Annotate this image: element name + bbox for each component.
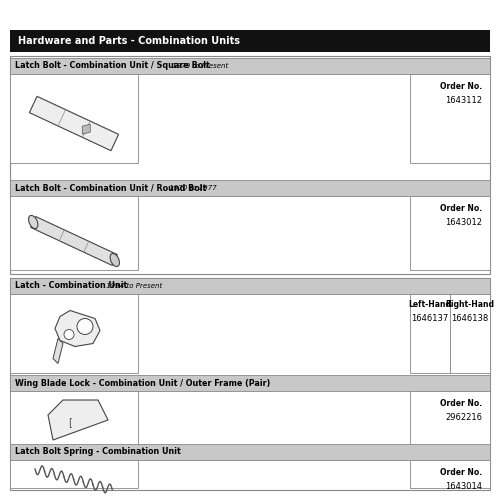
- Bar: [10, 444, 490, 460]
- Text: Right-Hand: Right-Hand: [446, 300, 494, 309]
- Bar: [410, 294, 450, 373]
- Bar: [10, 196, 138, 270]
- Text: Order No.: Order No.: [440, 399, 482, 408]
- Text: 1646138: 1646138: [452, 314, 488, 323]
- Text: Order No.: Order No.: [440, 82, 482, 91]
- Text: 1970 to 1977: 1970 to 1977: [167, 185, 217, 191]
- Bar: [410, 74, 490, 163]
- Bar: [10, 56, 490, 274]
- Bar: [10, 375, 490, 391]
- Bar: [10, 58, 490, 74]
- Bar: [10, 460, 138, 488]
- Bar: [10, 278, 490, 294]
- Bar: [10, 391, 138, 445]
- Text: Wing Blade Lock - Combination Unit / Outer Frame (Pair): Wing Blade Lock - Combination Unit / Out…: [15, 378, 270, 388]
- Bar: [10, 180, 490, 196]
- Bar: [410, 196, 490, 270]
- Ellipse shape: [28, 216, 38, 228]
- Bar: [450, 294, 490, 373]
- Text: 1994 to Present: 1994 to Present: [104, 283, 162, 289]
- Text: 2962216: 2962216: [445, 413, 482, 422]
- Text: 1643014: 1643014: [445, 482, 482, 491]
- Ellipse shape: [110, 254, 120, 266]
- Bar: [10, 30, 490, 52]
- Bar: [410, 460, 490, 488]
- Circle shape: [77, 318, 93, 334]
- Polygon shape: [30, 216, 118, 266]
- Bar: [410, 391, 490, 445]
- Text: Order No.: Order No.: [440, 468, 482, 477]
- Text: Order No.: Order No.: [440, 204, 482, 213]
- Circle shape: [64, 330, 74, 340]
- Text: [: [: [68, 417, 72, 427]
- Bar: [10, 294, 138, 373]
- Polygon shape: [30, 96, 118, 150]
- Text: Latch Bolt Spring - Combination Unit: Latch Bolt Spring - Combination Unit: [15, 448, 181, 456]
- Polygon shape: [48, 400, 108, 440]
- Text: 1643012: 1643012: [445, 218, 482, 227]
- Polygon shape: [53, 338, 63, 363]
- Text: 1979 to Present: 1979 to Present: [170, 63, 229, 69]
- Text: Latch - Combination Unit: Latch - Combination Unit: [15, 282, 127, 290]
- Text: 1646137: 1646137: [412, 314, 449, 323]
- Polygon shape: [82, 124, 90, 134]
- Bar: [10, 278, 490, 490]
- Text: 1643112: 1643112: [445, 96, 482, 105]
- Text: Latch Bolt - Combination Unit / Round Bolt: Latch Bolt - Combination Unit / Round Bo…: [15, 184, 206, 192]
- Text: Hardware and Parts - Combination Units: Hardware and Parts - Combination Units: [18, 36, 240, 46]
- Bar: [10, 74, 138, 163]
- Text: Left-Hand: Left-Hand: [408, 300, 452, 309]
- Text: Latch Bolt - Combination Unit / Square Bolt: Latch Bolt - Combination Unit / Square B…: [15, 62, 210, 70]
- Polygon shape: [55, 310, 100, 346]
